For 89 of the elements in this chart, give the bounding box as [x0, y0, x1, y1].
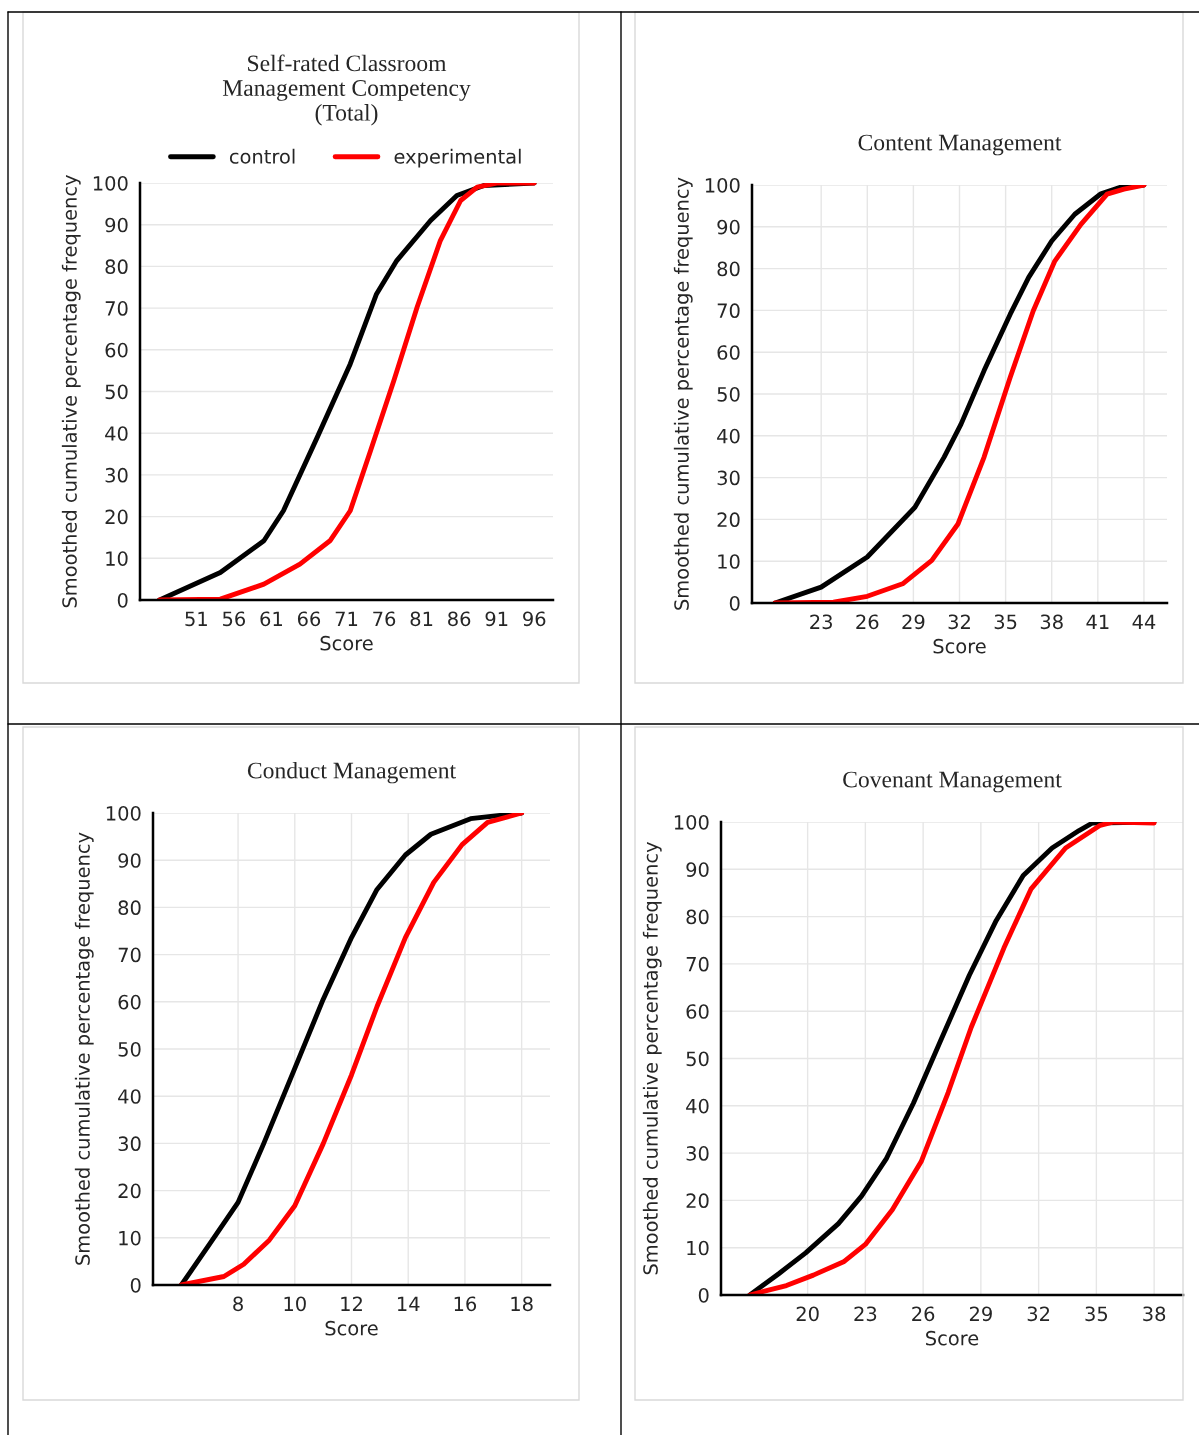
x-tick-label: 81	[410, 611, 433, 627]
y-tick-label: 20	[717, 512, 740, 528]
x-tick-label: 38	[1040, 614, 1063, 630]
y-tick-label: 0	[117, 592, 128, 608]
x-tick-label: 71	[335, 611, 358, 626]
x-tick-label: 23	[854, 1306, 877, 1322]
x-tick-label: 96	[523, 611, 546, 627]
y-tick-label: 30	[118, 1136, 141, 1152]
y-tick-label: 40	[105, 426, 128, 441]
y-tick-label: 80	[686, 909, 709, 925]
y-tick-label: 90	[118, 853, 141, 868]
y-tick-label: 70	[717, 303, 740, 319]
y-tick-label: 40	[118, 1089, 141, 1104]
x-tick-label: 38	[1143, 1306, 1166, 1322]
y-axis-title: Smoothed cumulative percentage frequency	[61, 175, 81, 608]
y-tick-label: 70	[105, 301, 128, 316]
y-tick-label: 60	[105, 342, 128, 358]
y-tick-label: 80	[118, 900, 141, 916]
x-axis-title: Score	[325, 1320, 378, 1336]
y-tick-label: 90	[686, 862, 709, 877]
y-tick-label: 40	[717, 428, 740, 444]
x-axis-title: Score	[320, 635, 373, 651]
y-tick-label: 80	[105, 259, 128, 275]
y-tick-label: 100	[106, 805, 141, 821]
x-tick-label: 20	[796, 1306, 819, 1322]
x-tick-label: 14	[397, 1296, 420, 1311]
x-tick-label: 44	[1132, 614, 1156, 629]
x-axis-title: Score	[926, 1330, 979, 1346]
x-tick-label: 76	[373, 611, 396, 627]
legend-label: experimental	[394, 148, 521, 168]
y-tick-label: 40	[686, 1098, 709, 1114]
y-tick-label: 30	[686, 1146, 709, 1161]
y-tick-label: 10	[718, 554, 740, 569]
y-tick-label: 50	[686, 1051, 709, 1067]
x-tick-label: 26	[856, 614, 879, 630]
y-tick-label: 80	[717, 261, 740, 277]
x-tick-label: 32	[948, 614, 970, 630]
y-tick-label: 0	[729, 595, 740, 611]
y-tick-label: 100	[705, 177, 740, 193]
x-tick-label: 18	[511, 1296, 533, 1312]
y-tick-label: 90	[105, 217, 128, 233]
y-axis-title: Smoothed cumulative percentage frequency	[642, 842, 662, 1275]
y-axis-title: Smoothed cumulative percentage frequency	[673, 177, 693, 610]
y-tick-label: 60	[686, 1004, 709, 1019]
x-tick-label: 10	[284, 1296, 306, 1312]
x-tick-label: 91	[485, 611, 508, 627]
x-tick-label: 66	[297, 611, 321, 627]
x-tick-label: 23	[810, 614, 832, 630]
y-tick-label: 100	[93, 175, 128, 191]
y-tick-label: 60	[118, 994, 141, 1010]
x-tick-label: 12	[341, 1296, 362, 1311]
y-tick-label: 10	[119, 1230, 141, 1246]
x-tick-label: 41	[1086, 614, 1109, 629]
x-tick-label: 16	[454, 1296, 477, 1312]
chart-title: Covenant Management	[843, 771, 1062, 793]
chart-title: Self-rated Classroom Management Competency (Total)	[222, 54, 471, 126]
x-tick-label: 61	[260, 611, 282, 627]
y-tick-label: 10	[106, 551, 128, 566]
x-tick-label: 29	[969, 1306, 992, 1322]
y-tick-label: 50	[105, 384, 128, 400]
y-tick-label: 60	[717, 345, 740, 360]
y-tick-label: 50	[717, 386, 740, 402]
x-tick-label: 32	[1027, 1306, 1050, 1322]
x-tick-label: 35	[994, 614, 1017, 630]
y-tick-label: 20	[118, 1183, 141, 1199]
y-tick-label: 100	[674, 814, 709, 830]
y-tick-label: 50	[118, 1041, 141, 1057]
y-tick-label: 10	[687, 1240, 709, 1256]
x-tick-label: 86	[448, 611, 471, 627]
x-tick-label: 51	[185, 611, 207, 627]
y-tick-label: 30	[717, 470, 740, 486]
x-axis-title: Score	[933, 638, 986, 654]
y-tick-label: 70	[686, 956, 709, 972]
y-tick-label: 0	[698, 1287, 709, 1303]
y-tick-label: 30	[105, 467, 128, 483]
x-tick-label: 26	[912, 1306, 935, 1322]
chart-title: Conduct Management	[247, 761, 456, 784]
chart-title: Content Management	[858, 134, 1062, 156]
x-tick-label: 8	[233, 1296, 243, 1312]
x-tick-label: 29	[902, 614, 925, 630]
x-tick-label: 35	[1085, 1306, 1108, 1322]
y-tick-label: 20	[105, 509, 128, 525]
y-tick-label: 90	[717, 219, 740, 235]
x-tick-label: 56	[222, 611, 246, 627]
y-tick-label: 0	[130, 1277, 141, 1293]
y-axis-title: Smoothed cumulative percentage frequency	[74, 832, 94, 1265]
y-tick-label: 20	[686, 1193, 709, 1209]
y-tick-label: 70	[118, 947, 141, 963]
legend-label: control	[229, 148, 295, 164]
